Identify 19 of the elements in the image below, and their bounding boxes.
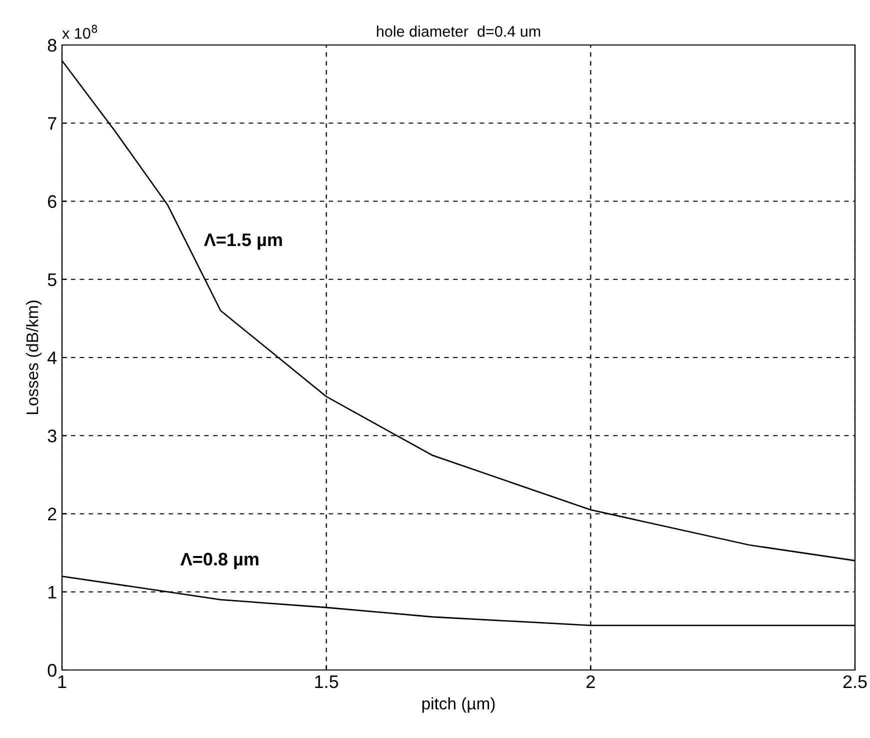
series-label: Λ=1.5 µm <box>204 234 282 250</box>
y-tick-label: 5 <box>48 273 56 286</box>
y-axis-title: Losses (dB/km) <box>26 300 42 414</box>
x-tick-label: 1 <box>58 676 66 688</box>
text: x 10$^{8}$ <box>62 24 98 39</box>
chart-title: hole diameter d=0.4 um <box>376 26 540 37</box>
x-tick-label: 2.5 <box>843 675 867 688</box>
y-tick-label: 1 <box>48 586 56 598</box>
series-label: Λ=0.8 µm <box>180 552 258 570</box>
y-tick-label: 6 <box>48 195 56 208</box>
x-axis-title: pitch (µm) <box>422 697 495 713</box>
y-tick-label: 7 <box>48 117 56 130</box>
y-tick-label: 8 <box>48 38 56 52</box>
y-tick-label: 3 <box>48 430 56 442</box>
y-tick-label: 2 <box>48 508 56 520</box>
y-tick-label: 4 <box>48 352 57 364</box>
x-tick-label: 1.5 <box>315 676 338 688</box>
y-tick-label: 0 <box>48 664 56 677</box>
x-tick-label: 2 <box>586 675 595 688</box>
